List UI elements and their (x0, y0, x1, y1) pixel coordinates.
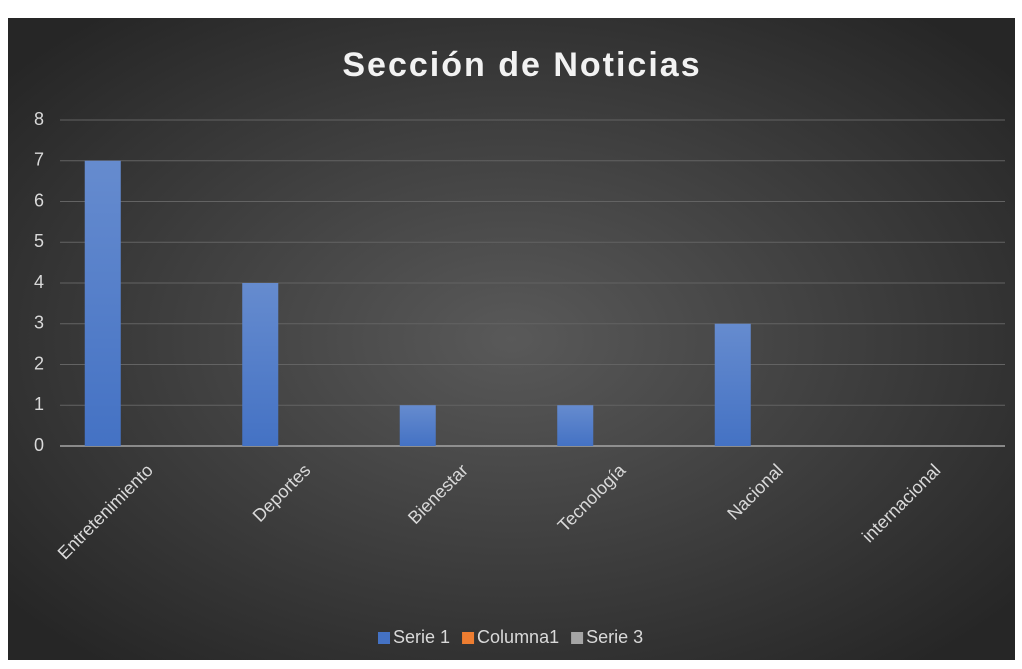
bar-shine (242, 283, 279, 446)
y-tick-label: 3 (34, 313, 44, 333)
y-tick-label: 8 (34, 109, 44, 129)
bar-group (714, 323, 751, 446)
y-tick-label: 7 (34, 150, 44, 170)
y-tick-label: 6 (34, 190, 44, 210)
y-tick-label: 2 (34, 353, 44, 373)
bar-shine (84, 160, 121, 446)
bar-shine (714, 323, 751, 446)
bar-group (84, 160, 121, 446)
chart-title: Sección de Noticias (342, 46, 701, 84)
legend-swatch (571, 632, 584, 644)
y-tick-label: 1 (34, 394, 44, 414)
legend-label: Serie 1 (393, 627, 450, 647)
legend-swatch (462, 632, 475, 644)
y-tick-label: 0 (34, 435, 44, 455)
bar-group (242, 283, 279, 446)
legend-label: Serie 3 (586, 627, 643, 647)
legend-label: Columna1 (477, 627, 559, 647)
bar-group (557, 405, 594, 446)
y-tick-label: 4 (34, 272, 44, 292)
chart-background (8, 18, 1015, 660)
legend-swatch (378, 632, 390, 644)
bar-shine (557, 405, 594, 446)
bar-group (399, 405, 436, 446)
y-tick-label: 5 (34, 231, 44, 251)
bar-shine (399, 405, 436, 446)
